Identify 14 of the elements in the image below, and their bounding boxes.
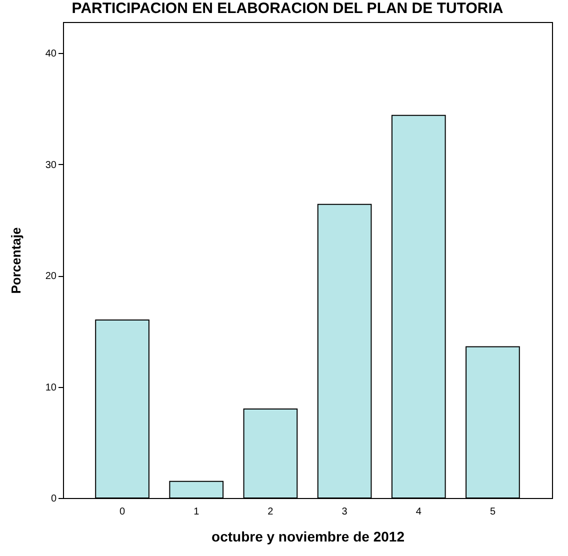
y-tick-label: 20 xyxy=(45,271,57,282)
x-tick-label: 1 xyxy=(194,506,200,518)
x-tick-label: 4 xyxy=(416,506,422,518)
x-tick-label: 3 xyxy=(342,506,348,518)
y-tick-label: 0 xyxy=(50,494,57,504)
x-axis-title: octubre y noviembre de 2012 xyxy=(212,528,405,544)
y-tick-label: 40 xyxy=(45,48,57,60)
x-tick-label: 5 xyxy=(490,506,496,518)
y-tick-label: 30 xyxy=(45,160,57,171)
x-tick-label: 0 xyxy=(119,506,126,518)
y-tick-label: 10 xyxy=(45,382,57,394)
y-axis-title: Porcentaje xyxy=(8,227,24,294)
x-tick-label: 2 xyxy=(268,506,274,518)
chart-title: PARTICIPACION EN ELABORACION DEL PLAN DE TUTORIA xyxy=(72,0,504,17)
